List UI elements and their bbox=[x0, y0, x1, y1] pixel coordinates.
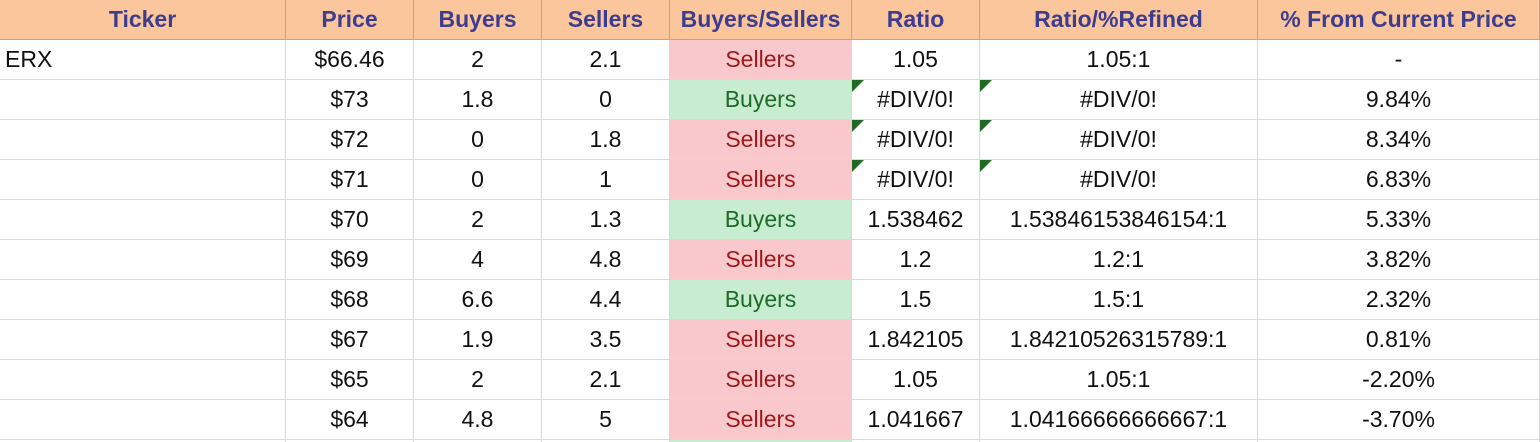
cell-ratio-refined[interactable]: 1.05:1 bbox=[980, 40, 1258, 80]
cell-price[interactable]: $70 bbox=[286, 200, 414, 240]
cell-pct-from-current[interactable]: -2.20% bbox=[1258, 360, 1540, 400]
cell-price[interactable]: $65 bbox=[286, 360, 414, 400]
cell-sellers[interactable]: 3.5 bbox=[542, 320, 670, 360]
cell-ticker[interactable] bbox=[0, 240, 286, 280]
cell-ticker[interactable] bbox=[0, 360, 286, 400]
cell-price[interactable]: $66.46 bbox=[286, 40, 414, 80]
cell-buyers[interactable]: 4 bbox=[414, 240, 542, 280]
cell-price[interactable]: $68 bbox=[286, 280, 414, 320]
cell-buyers-sellers[interactable]: Sellers bbox=[670, 240, 852, 280]
cell-pct-from-current[interactable]: 5.33% bbox=[1258, 200, 1540, 240]
header-pct-from-current[interactable]: % From Current Price bbox=[1258, 0, 1540, 40]
cell-sellers[interactable]: 1.8 bbox=[542, 120, 670, 160]
cell-price[interactable]: $64 bbox=[286, 400, 414, 440]
cell-ratio[interactable]: 1.2 bbox=[852, 240, 980, 280]
cell-ratio[interactable]: 1.538462 bbox=[852, 200, 980, 240]
header-ticker[interactable]: Ticker bbox=[0, 0, 286, 40]
cell-price[interactable]: $73 bbox=[286, 80, 414, 120]
cell-ticker[interactable] bbox=[0, 320, 286, 360]
cell-pct-from-current[interactable]: - bbox=[1258, 40, 1540, 80]
cell-ticker[interactable] bbox=[0, 160, 286, 200]
cell-sellers[interactable]: 1.3 bbox=[542, 200, 670, 240]
cell-buyers-sellers[interactable]: Sellers bbox=[670, 400, 852, 440]
cell-ratio[interactable]: 1.05 bbox=[852, 40, 980, 80]
cell-sellers[interactable]: 1 bbox=[542, 160, 670, 200]
cell-pct-from-current[interactable]: 0.81% bbox=[1258, 320, 1540, 360]
cell-price[interactable]: $72 bbox=[286, 120, 414, 160]
cell-sellers[interactable]: 0 bbox=[542, 80, 670, 120]
cell-sellers[interactable]: 2.1 bbox=[542, 360, 670, 400]
cell-buyers[interactable]: 0 bbox=[414, 160, 542, 200]
cell-buyers[interactable]: 0 bbox=[414, 120, 542, 160]
cell-buyers[interactable]: 2 bbox=[414, 40, 542, 80]
cell-price[interactable]: $67 bbox=[286, 320, 414, 360]
cell-ratio-refined[interactable]: 1.84210526315789:1 bbox=[980, 320, 1258, 360]
cell-ticker[interactable]: ERX bbox=[0, 40, 286, 80]
cell-buyers[interactable]: 6.6 bbox=[414, 280, 542, 320]
cell-pct-from-current[interactable]: 9.84% bbox=[1258, 80, 1540, 120]
cell-ratio-refined[interactable]: #DIV/0! bbox=[980, 80, 1258, 120]
cell-buyers-sellers[interactable]: Sellers bbox=[670, 120, 852, 160]
cell-price[interactable]: $69 bbox=[286, 240, 414, 280]
cell-pct-from-current[interactable]: -3.70% bbox=[1258, 400, 1540, 440]
cell-cutoff bbox=[414, 440, 542, 442]
cell-ratio-refined[interactable]: 1.2:1 bbox=[980, 240, 1258, 280]
header-ratio[interactable]: Ratio bbox=[852, 0, 980, 40]
cell-buyers-sellers[interactable]: Buyers bbox=[670, 80, 852, 120]
cell-cutoff bbox=[670, 440, 852, 442]
cell-ratio-refined[interactable]: 1.05:1 bbox=[980, 360, 1258, 400]
cell-ticker[interactable] bbox=[0, 120, 286, 160]
cell-ratio-refined[interactable]: #DIV/0! bbox=[980, 120, 1258, 160]
cell-buyers-sellers[interactable]: Buyers bbox=[670, 280, 852, 320]
cell-cutoff bbox=[286, 440, 414, 442]
cell-ratio-refined[interactable]: 1.04166666666667:1 bbox=[980, 400, 1258, 440]
cell-ratio[interactable]: 1.5 bbox=[852, 280, 980, 320]
header-ratio-refined[interactable]: Ratio/%Refined bbox=[980, 0, 1258, 40]
cell-cutoff bbox=[542, 440, 670, 442]
cell-pct-from-current[interactable]: 3.82% bbox=[1258, 240, 1540, 280]
cell-buyers[interactable]: 1.8 bbox=[414, 80, 542, 120]
cell-ratio-refined[interactable]: 1.5:1 bbox=[980, 280, 1258, 320]
cell-buyers[interactable]: 4.8 bbox=[414, 400, 542, 440]
cell-pct-from-current[interactable]: 2.32% bbox=[1258, 280, 1540, 320]
cell-buyers-sellers[interactable]: Sellers bbox=[670, 160, 852, 200]
cell-cutoff bbox=[980, 440, 1258, 442]
cell-buyers-sellers[interactable]: Buyers bbox=[670, 200, 852, 240]
cell-ratio[interactable]: #DIV/0! bbox=[852, 120, 980, 160]
cell-ticker[interactable] bbox=[0, 200, 286, 240]
cell-buyers-sellers[interactable]: Sellers bbox=[670, 320, 852, 360]
cell-sellers[interactable]: 4.8 bbox=[542, 240, 670, 280]
cell-ratio[interactable]: 1.05 bbox=[852, 360, 980, 400]
cell-ticker[interactable] bbox=[0, 280, 286, 320]
cell-pct-from-current[interactable]: 8.34% bbox=[1258, 120, 1540, 160]
header-buyers-sellers[interactable]: Buyers/Sellers bbox=[670, 0, 852, 40]
cell-buyers-sellers[interactable]: Sellers bbox=[670, 40, 852, 80]
cell-ratio-refined[interactable]: 1.53846153846154:1 bbox=[980, 200, 1258, 240]
cell-ticker[interactable] bbox=[0, 400, 286, 440]
cell-ratio-refined[interactable]: #DIV/0! bbox=[980, 160, 1258, 200]
header-price[interactable]: Price bbox=[286, 0, 414, 40]
cell-sellers[interactable]: 4.4 bbox=[542, 280, 670, 320]
header-buyers[interactable]: Buyers bbox=[414, 0, 542, 40]
cell-buyers-sellers[interactable]: Sellers bbox=[670, 360, 852, 400]
cell-buyers[interactable]: 1.9 bbox=[414, 320, 542, 360]
cell-cutoff bbox=[852, 440, 980, 442]
cell-sellers[interactable]: 5 bbox=[542, 400, 670, 440]
cell-ratio[interactable]: #DIV/0! bbox=[852, 80, 980, 120]
cell-pct-from-current[interactable]: 6.83% bbox=[1258, 160, 1540, 200]
cell-ticker[interactable] bbox=[0, 80, 286, 120]
cell-buyers[interactable]: 2 bbox=[414, 200, 542, 240]
cell-sellers[interactable]: 2.1 bbox=[542, 40, 670, 80]
cell-ratio[interactable]: 1.842105 bbox=[852, 320, 980, 360]
cell-buyers[interactable]: 2 bbox=[414, 360, 542, 400]
cell-price[interactable]: $71 bbox=[286, 160, 414, 200]
header-sellers[interactable]: Sellers bbox=[542, 0, 670, 40]
cell-ratio[interactable]: 1.041667 bbox=[852, 400, 980, 440]
cell-ratio[interactable]: #DIV/0! bbox=[852, 160, 980, 200]
cell-cutoff bbox=[0, 440, 286, 442]
